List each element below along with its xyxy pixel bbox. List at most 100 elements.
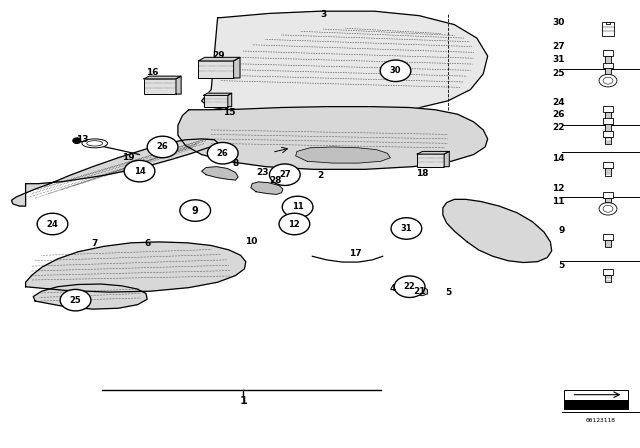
Text: 13: 13 [76, 135, 88, 144]
Text: 24: 24 [552, 98, 564, 107]
Text: 26: 26 [157, 142, 168, 151]
Circle shape [599, 202, 617, 215]
Text: 27: 27 [279, 170, 291, 179]
Text: 7: 7 [92, 239, 98, 248]
Polygon shape [417, 151, 449, 154]
Bar [605, 56, 611, 64]
Text: 14: 14 [552, 154, 564, 163]
Polygon shape [251, 182, 283, 194]
Circle shape [180, 200, 211, 221]
Circle shape [282, 196, 313, 218]
Text: 12: 12 [552, 184, 564, 193]
Circle shape [269, 164, 300, 185]
Bar [603, 192, 613, 198]
Text: 29: 29 [212, 51, 225, 60]
Text: 12: 12 [289, 220, 300, 228]
Text: 17: 17 [349, 249, 362, 258]
Bar [603, 234, 613, 240]
Text: 19: 19 [122, 153, 134, 162]
Bar [605, 112, 611, 119]
Text: 30: 30 [390, 66, 401, 75]
Polygon shape [228, 93, 232, 107]
Text: 27: 27 [552, 42, 564, 51]
Text: 3: 3 [320, 10, 326, 19]
Bar [606, 22, 610, 24]
Polygon shape [204, 95, 228, 107]
Bar [603, 131, 613, 137]
Polygon shape [202, 11, 488, 113]
Text: 31: 31 [401, 224, 412, 233]
Polygon shape [202, 167, 238, 180]
Circle shape [73, 138, 81, 143]
Bar [605, 137, 611, 144]
Text: 18: 18 [416, 169, 429, 178]
Bar [603, 106, 613, 112]
Circle shape [60, 289, 91, 311]
Circle shape [599, 74, 617, 87]
Polygon shape [176, 76, 181, 94]
Circle shape [147, 136, 178, 158]
Text: 23: 23 [256, 168, 269, 177]
Text: 31: 31 [552, 55, 564, 64]
Polygon shape [26, 242, 246, 292]
Polygon shape [178, 107, 488, 169]
Bar [605, 124, 611, 132]
Text: 5: 5 [445, 288, 451, 297]
Text: 8: 8 [232, 159, 239, 168]
Text: 26: 26 [217, 149, 228, 158]
Polygon shape [296, 147, 390, 163]
Polygon shape [198, 61, 234, 78]
Circle shape [279, 213, 310, 235]
Text: 2: 2 [317, 171, 323, 180]
Text: 28: 28 [269, 176, 282, 185]
Bar [603, 50, 613, 56]
Text: 11: 11 [552, 197, 564, 206]
Text: 22: 22 [404, 282, 415, 291]
Circle shape [380, 60, 411, 82]
Polygon shape [144, 76, 181, 79]
Bar [605, 240, 611, 247]
Text: 21: 21 [413, 287, 426, 296]
Circle shape [394, 276, 425, 297]
Bar [603, 269, 613, 275]
Bar [605, 168, 611, 176]
Text: 14: 14 [134, 167, 145, 176]
Circle shape [603, 205, 613, 212]
Polygon shape [204, 93, 232, 95]
Text: 00123118: 00123118 [586, 418, 615, 423]
Ellipse shape [82, 139, 108, 148]
Circle shape [207, 142, 238, 164]
Circle shape [391, 218, 422, 239]
Text: 22: 22 [552, 123, 564, 132]
Polygon shape [398, 283, 428, 296]
Circle shape [124, 160, 155, 182]
Polygon shape [417, 154, 444, 167]
Polygon shape [443, 199, 552, 263]
Text: 5: 5 [558, 261, 564, 270]
Polygon shape [444, 151, 449, 167]
Circle shape [603, 77, 613, 84]
Polygon shape [198, 57, 240, 61]
Ellipse shape [87, 141, 102, 146]
Bar [603, 63, 613, 69]
Text: 11: 11 [292, 202, 303, 211]
Text: 6: 6 [144, 239, 150, 248]
Text: 15: 15 [223, 108, 236, 117]
Text: 9: 9 [558, 226, 564, 235]
Text: 24: 24 [47, 220, 58, 228]
Polygon shape [234, 57, 240, 78]
Polygon shape [12, 139, 218, 206]
Bar [603, 118, 613, 124]
Bar [605, 69, 611, 76]
Bar [605, 275, 611, 282]
Text: 25: 25 [70, 296, 81, 305]
Bar [605, 198, 611, 205]
Polygon shape [144, 79, 176, 94]
Circle shape [37, 213, 68, 235]
Text: 26: 26 [552, 110, 564, 119]
Text: 30: 30 [552, 18, 564, 27]
Polygon shape [33, 284, 147, 309]
Bar [602, 22, 614, 36]
Bar [603, 162, 613, 168]
Text: 10: 10 [244, 237, 257, 246]
